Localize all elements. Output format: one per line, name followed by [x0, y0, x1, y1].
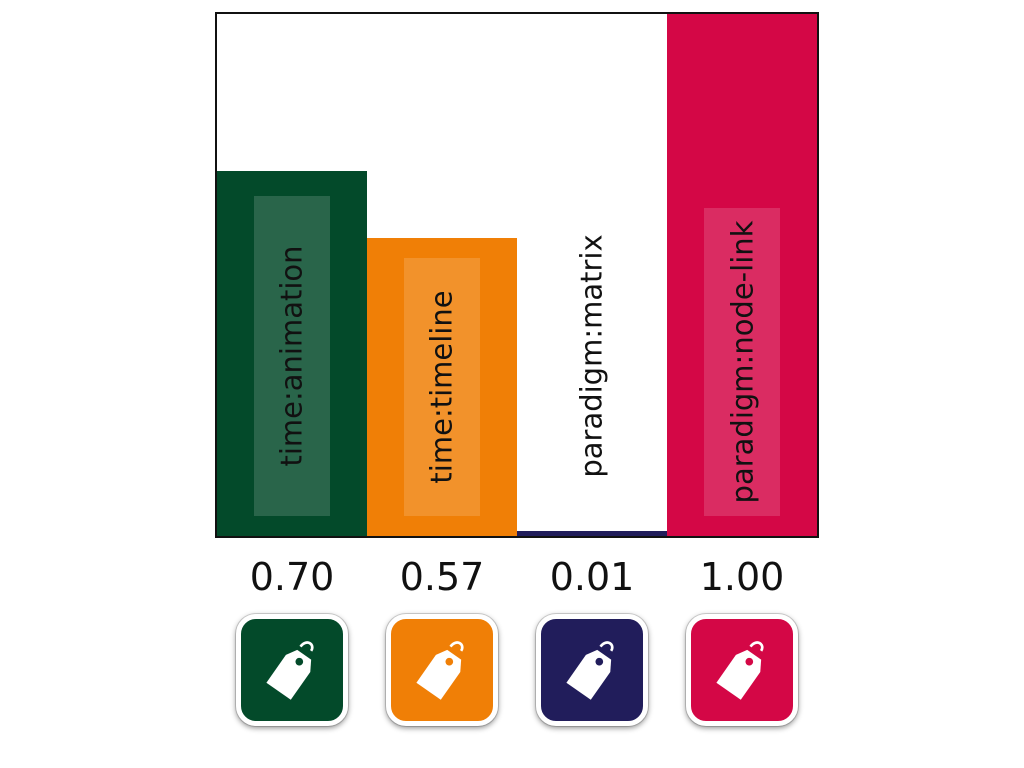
tag-button-paradigm-matrix[interactable] [536, 614, 648, 726]
chart-frame: time:animation time:timeline paradigm:matr… [215, 12, 819, 538]
category-label-box: paradigm:matrix [554, 196, 630, 516]
tag-icon [266, 641, 314, 700]
category-label-box: time:timeline [404, 258, 480, 516]
tag-icon [416, 641, 464, 700]
bars-layer: time:animation time:timeline paradigm:matr… [217, 14, 817, 536]
value-label: 0.70 [249, 555, 335, 599]
tag-icon [566, 641, 614, 700]
value-label: 0.57 [399, 555, 485, 599]
value-label: 1.00 [699, 555, 785, 599]
tag-icon [716, 641, 764, 700]
category-label: paradigm:node-link [725, 220, 759, 504]
bar-paradigm-matrix [517, 531, 667, 536]
tag-button-time-animation[interactable] [236, 614, 348, 726]
category-label-box: time:animation [254, 196, 330, 516]
value-label: 0.01 [549, 555, 635, 599]
category-label: paradigm:matrix [575, 234, 609, 478]
category-label: time:animation [275, 245, 310, 467]
tag-button-time-timeline[interactable] [386, 614, 498, 726]
category-label: time:timeline [425, 290, 459, 484]
category-label-box: paradigm:node-link [704, 208, 780, 516]
tag-button-paradigm-node-link[interactable] [686, 614, 798, 726]
